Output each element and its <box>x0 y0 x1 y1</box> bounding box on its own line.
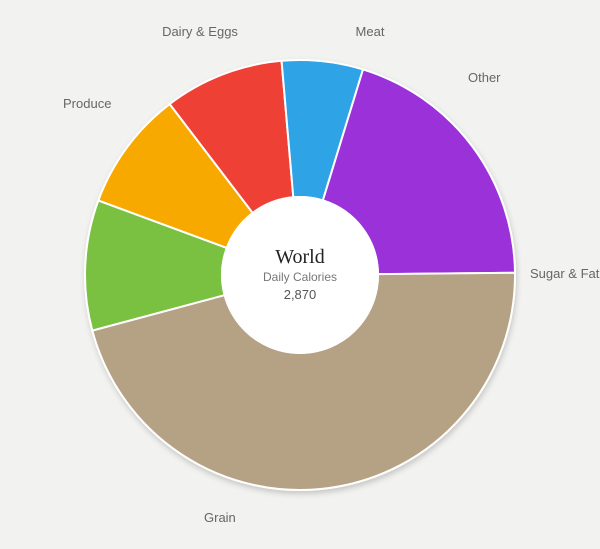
label-produce: Produce <box>63 96 111 111</box>
label-grain: Grain <box>204 510 236 525</box>
center-subtitle: Daily Calories <box>263 270 337 284</box>
label-sugarfat: Sugar & Fat <box>530 266 600 281</box>
label-other: Other <box>468 70 501 85</box>
center-value: 2,870 <box>284 287 317 302</box>
center-title: World <box>275 246 325 268</box>
label-dairy: Dairy & Eggs <box>162 24 238 39</box>
label-meat: Meat <box>356 24 385 39</box>
donut-chart: Produce Dairy & Eggs Meat Other Sugar & Fat G… <box>0 0 600 549</box>
